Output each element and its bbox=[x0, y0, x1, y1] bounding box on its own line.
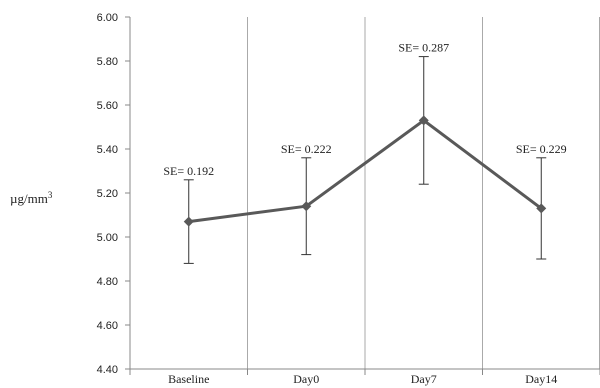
y-tick-label: 5.40 bbox=[97, 144, 118, 156]
se-annotation: SE= 0.287 bbox=[398, 41, 449, 55]
y-axis-unit-text: µg/mm bbox=[10, 191, 48, 206]
y-tick-label: 5.00 bbox=[97, 232, 118, 244]
x-tick-label: Day14 bbox=[525, 372, 557, 386]
data-point-marker bbox=[418, 115, 429, 126]
series-line bbox=[188, 118, 543, 224]
y-axis-unit-label: µg/mm3 bbox=[10, 190, 53, 206]
y-tick-label: 4.40 bbox=[97, 364, 118, 376]
se-annotation: SE= 0.229 bbox=[516, 142, 567, 156]
x-tick-label: Day0 bbox=[293, 372, 319, 386]
y-axis-unit-superscript: 3 bbox=[48, 190, 53, 200]
data-point-marker bbox=[536, 203, 547, 214]
axis-layer: 6.00 5.80 5.60 5.40 5.20 5.00 4.80 4.60 4.40 Base… bbox=[97, 12, 600, 386]
y-tick-label: 4.80 bbox=[97, 276, 118, 288]
se-annotation: SE= 0.192 bbox=[163, 164, 214, 178]
se-annotation: SE= 0.222 bbox=[281, 142, 332, 156]
series-layer bbox=[183, 115, 547, 227]
x-tick-label: Baseline bbox=[168, 372, 209, 386]
x-tick-label: Day7 bbox=[411, 372, 437, 386]
y-tick-label: 5.80 bbox=[97, 56, 118, 68]
label-layer: SE= 0.192 SE= 0.222 SE= 0.287 SE= 0.229 bbox=[163, 41, 566, 178]
y-tick-label: 5.20 bbox=[97, 188, 118, 200]
data-point-marker bbox=[183, 216, 194, 227]
y-tick-label: 4.60 bbox=[97, 320, 118, 332]
data-point-marker bbox=[301, 201, 312, 212]
y-tick-label: 5.60 bbox=[97, 100, 118, 112]
y-tick-label: 6.00 bbox=[97, 12, 118, 24]
